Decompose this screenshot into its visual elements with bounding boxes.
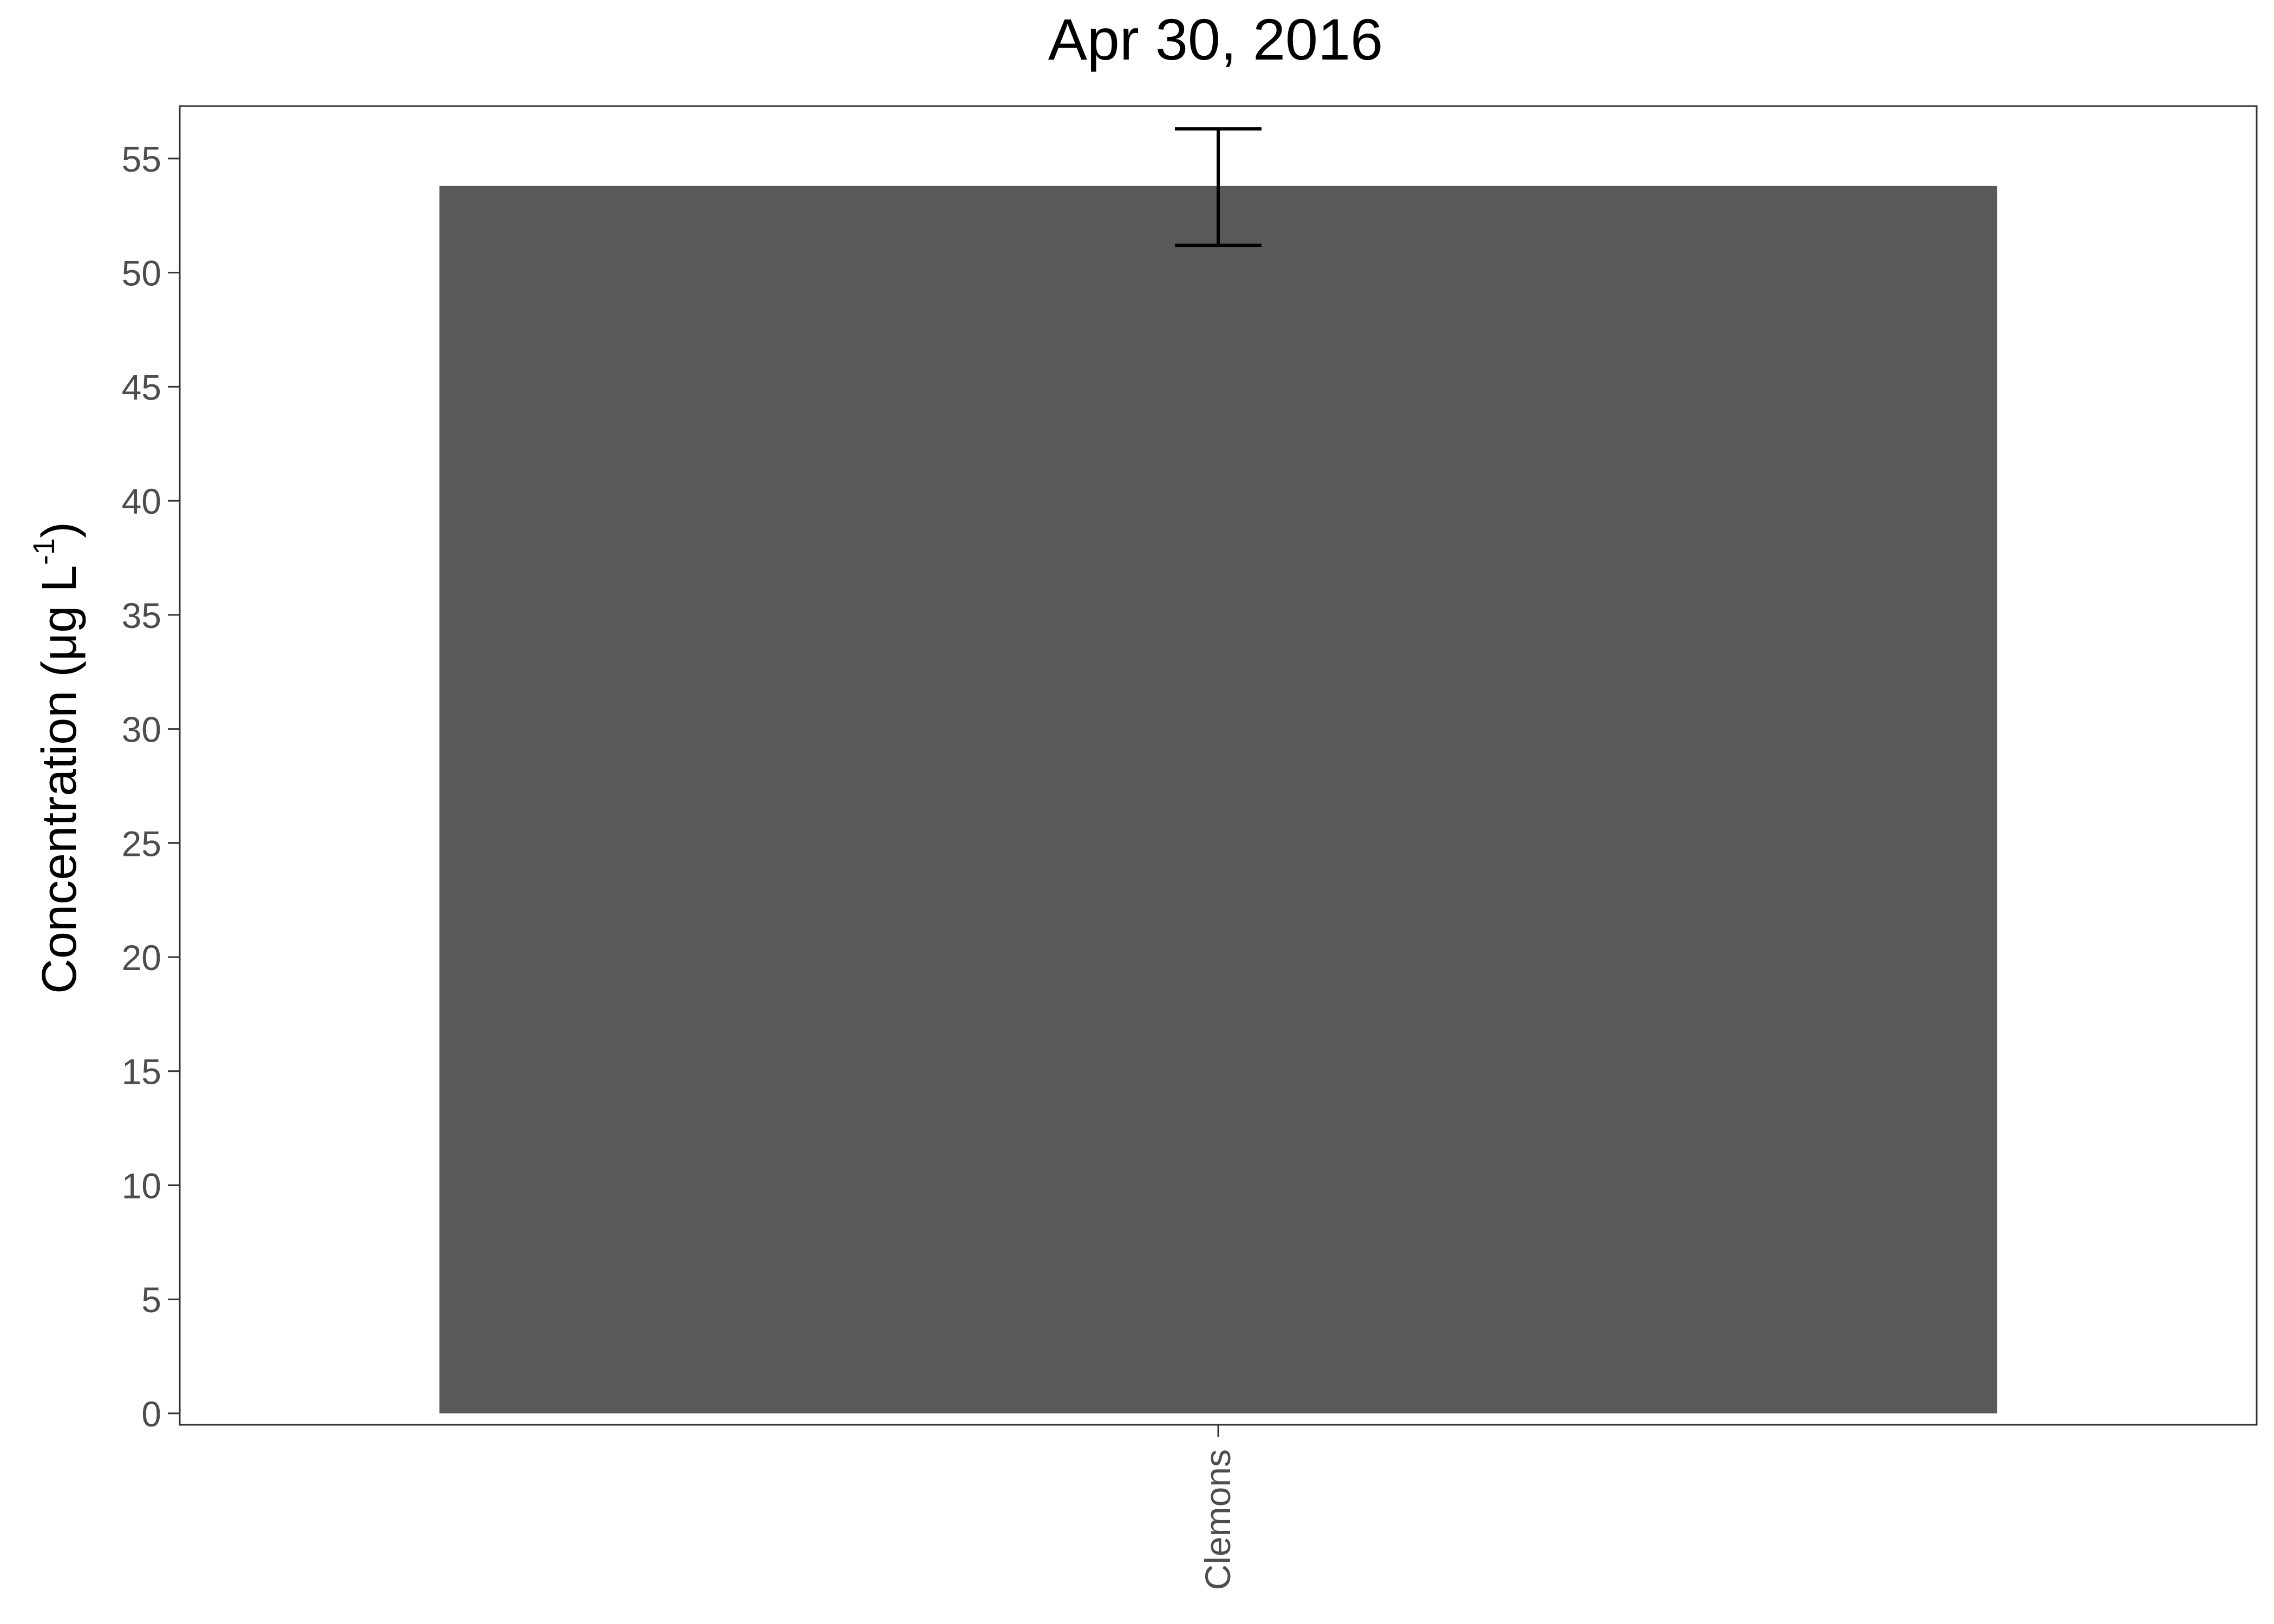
- y-tick-label: 35: [122, 595, 161, 636]
- y-tick-label: 50: [122, 253, 161, 293]
- chart-title: Apr 30, 2016: [1048, 6, 1383, 72]
- y-tick-label: 0: [141, 1394, 161, 1434]
- y-tick-label: 45: [122, 367, 161, 407]
- plot-area: 0 5 10 15 20 25 30 35 40 45 50 55 Clemons: [122, 127, 1997, 1590]
- y-tick-label: 10: [122, 1165, 161, 1206]
- y-axis-label-close: ): [32, 522, 87, 538]
- y-axis-label-main: Concentration (μg L: [32, 565, 87, 994]
- y-axis-label: Concentration (μg L-1): [27, 522, 87, 994]
- y-tick-label: 20: [122, 938, 161, 978]
- y-tick-label: 15: [122, 1052, 161, 1092]
- y-tick-label: 55: [122, 139, 161, 179]
- y-axis-label-superscript: -1: [27, 538, 61, 565]
- plot-panel-border: [179, 105, 2258, 1426]
- bar: [439, 186, 1997, 1413]
- x-tick-label: Clemons: [1198, 1449, 1238, 1590]
- y-tick-label: 25: [122, 823, 161, 863]
- y-tick-label: 40: [122, 481, 161, 521]
- y-tick-label: 5: [141, 1280, 161, 1320]
- y-tick-label: 30: [122, 710, 161, 750]
